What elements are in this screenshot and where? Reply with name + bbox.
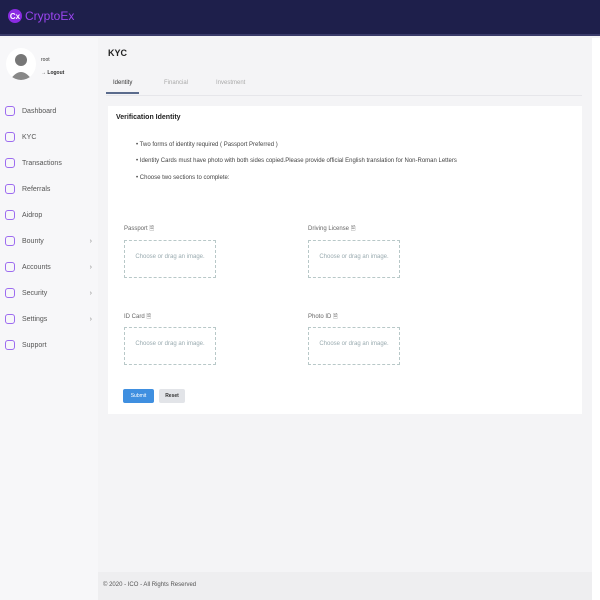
chevron-right-icon: › (89, 315, 92, 323)
document-icon (5, 132, 15, 142)
sidebar-item-label: Transactions (22, 159, 62, 167)
id-card-dropzone[interactable]: Choose or drag an image. (124, 327, 216, 365)
logo-mark: Cx (8, 9, 22, 23)
logout-link[interactable]: → Logout (41, 70, 65, 76)
tab-investment[interactable]: Investment (216, 80, 246, 86)
sidebar-item-transactions[interactable]: Transactions (0, 150, 98, 176)
bullet: • Choose two sections to complete: (136, 175, 230, 181)
sidebar-item-dashboard[interactable]: Dashboard (0, 98, 98, 124)
sidebar-item-label: Support (22, 341, 47, 349)
main-content: KYC Identity Financial Investment Verifi… (98, 38, 592, 572)
passport-dropzone[interactable]: Choose or drag an image. (124, 240, 216, 278)
sidebar-item-accounts[interactable]: Accounts › (0, 254, 98, 280)
sidebar-item-label: Dashboard (22, 107, 57, 115)
user-name: root (41, 57, 50, 63)
logo-text: CryptoEx (25, 9, 75, 23)
shield-icon (5, 288, 15, 298)
photo-id-dropzone[interactable]: Choose or drag an image. (308, 327, 400, 365)
gear-icon (5, 314, 15, 324)
sidebar-item-kyc[interactable]: KYC (0, 124, 98, 150)
chevron-right-icon: › (89, 263, 92, 271)
sidebar-item-label: Settings (22, 315, 48, 323)
verification-card: Verification Identity • Two forms of ide… (108, 106, 582, 414)
tab-identity[interactable]: Identity (106, 80, 140, 94)
sidebar-item-bounty[interactable]: Bounty › (0, 228, 98, 254)
logo[interactable]: Cx CryptoEx (8, 9, 74, 23)
sidebar-item-security[interactable]: Security › (0, 280, 98, 306)
passport-label: Passport 🗎 (124, 226, 155, 232)
sidebar-item-label: Security (22, 289, 48, 297)
support-icon (5, 340, 15, 350)
dashboard-icon (5, 106, 15, 116)
bounty-icon (5, 236, 15, 246)
sidebar-item-settings[interactable]: Settings › (0, 306, 98, 332)
driving-license-label: Driving License 🗎 (308, 226, 356, 232)
accounts-icon (5, 262, 15, 272)
bullet: • Identity Cards must have photo with bo… (136, 158, 457, 164)
sidebar-item-referrals[interactable]: Referrals (0, 176, 98, 202)
infinity-icon (5, 184, 15, 194)
tabs: Identity Financial Investment (106, 76, 582, 96)
reset-button[interactable]: Reset (159, 389, 185, 403)
right-edge (592, 38, 600, 600)
chevron-right-icon: › (89, 237, 92, 245)
sidebar-item-label: Referrals (22, 185, 51, 193)
tab-financial[interactable]: Financial (164, 80, 189, 86)
page-title: KYC (108, 48, 128, 58)
id-card-label: ID Card 🗎 (124, 314, 152, 320)
sidebar: root → Logout Dashboard KYC Transactions Re… (0, 38, 98, 600)
airdrop-icon (5, 210, 15, 220)
chevron-right-icon: › (89, 289, 92, 297)
sidebar-item-aidrop[interactable]: Aidrop (0, 202, 98, 228)
sidebar-item-label: Aidrop (22, 211, 43, 219)
submit-button[interactable]: Submit (123, 389, 154, 403)
footer: © 2020 - ICO - All Rights Reserved (98, 572, 592, 600)
avatar (6, 48, 36, 80)
logout-label: Logout (47, 70, 65, 76)
exchange-icon (5, 158, 15, 168)
photo-id-label: Photo ID 🗎 (308, 314, 338, 320)
top-bar: Cx CryptoEx (0, 0, 600, 36)
sidebar-item-label: KYC (22, 133, 37, 141)
bullet: • Two forms of identity required ( Passp… (136, 142, 278, 148)
sidebar-item-label: Accounts (22, 263, 51, 271)
sidebar-item-support[interactable]: Support (0, 332, 98, 358)
card-title: Verification Identity (116, 114, 181, 121)
sidebar-item-label: Bounty (22, 237, 44, 245)
driving-license-dropzone[interactable]: Choose or drag an image. (308, 240, 400, 278)
